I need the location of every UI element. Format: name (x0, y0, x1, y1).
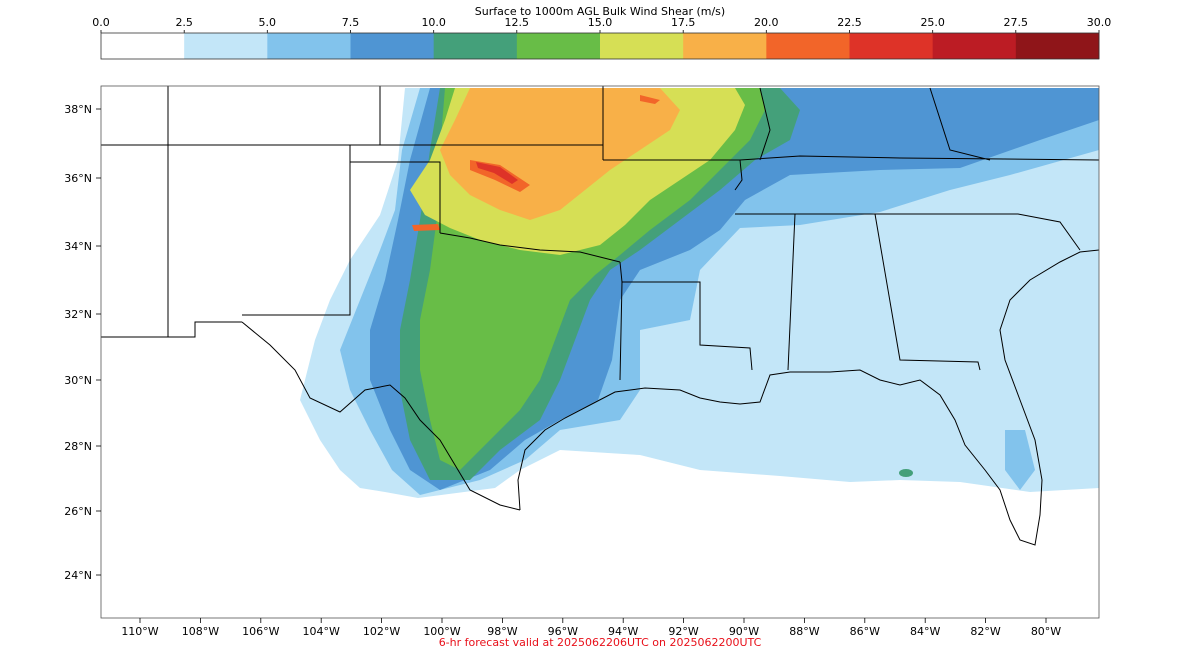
colorbar-swatch (600, 33, 684, 59)
colorbar-tick-label: 27.5 (1004, 16, 1029, 29)
shear-band-17-5 (440, 88, 680, 220)
latitude-label: 36°N (64, 172, 92, 185)
colorbar-swatch (516, 33, 601, 59)
longitude-label: 80°W (1031, 625, 1061, 638)
longitude-label: 96°W (548, 625, 578, 638)
latitude-labels: 38°N 36°N 34°N 32°N 30°N 28°N 26°N 24°N (64, 103, 101, 582)
colorbar-swatch (433, 33, 518, 59)
colorbar-swatch (683, 33, 767, 59)
map-frame (100, 85, 1100, 619)
rio-grande (241, 321, 521, 511)
colorbar-tick-label: 15.0 (588, 16, 613, 29)
longitude-labels: 110°W 108°W 106°W 104°W 102°W 100°W 98°W 96°W 94… (121, 618, 1061, 638)
latitude-label: 30°N (64, 374, 92, 387)
colorbar-tick-label: 25.0 (920, 16, 945, 29)
longitude-label: 98°W (487, 625, 517, 638)
longitude-label: 90°W (729, 625, 759, 638)
shear-band-22-5 (476, 162, 518, 184)
colorbar: Surface to 1000m AGL Bulk Wind Shear (m/… (92, 5, 1111, 60)
colorbar-frame (100, 32, 1100, 60)
shear-band-florida (1005, 430, 1035, 490)
longitude-label: 100°W (423, 625, 460, 638)
colorbar-swatch (184, 33, 268, 59)
colorbar-swatches (101, 33, 1100, 59)
shear-blob-gulf (899, 469, 913, 477)
latitude-label: 32°N (64, 308, 92, 321)
colorbar-tick-labels: 0.0 2.5 5.0 7.5 10.0 12.5 15.0 17.5 20.0 22.5 25.0… (92, 16, 1111, 33)
state-lines (101, 86, 1099, 381)
longitude-label: 110°W (121, 625, 158, 638)
shear-band-20-0-b (412, 224, 440, 231)
latitude-label: 26°N (64, 505, 92, 518)
colorbar-tick-label: 0.0 (92, 16, 110, 29)
colorbar-tick-label: 20.0 (754, 16, 779, 29)
longitude-label: 102°W (363, 625, 400, 638)
colorbar-tick-label: 12.5 (505, 16, 530, 29)
longitude-label: 94°W (608, 625, 638, 638)
colorbar-tick-label: 2.5 (175, 16, 193, 29)
colorbar-swatch (849, 33, 934, 59)
longitude-label: 86°W (850, 625, 880, 638)
longitude-label: 82°W (970, 625, 1000, 638)
longitude-label: 108°W (182, 625, 219, 638)
colorbar-tick-label: 7.5 (342, 16, 360, 29)
colorbar-tick-label: 5.0 (259, 16, 277, 29)
colorbar-tick-label: 22.5 (837, 16, 862, 29)
latitude-label: 28°N (64, 440, 92, 453)
longitude-label: 84°W (910, 625, 940, 638)
colorbar-title: Surface to 1000m AGL Bulk Wind Shear (m/… (475, 5, 725, 18)
colorbar-tick-label: 30.0 (1087, 16, 1112, 29)
colorbar-swatch (1015, 33, 1100, 59)
longitude-label: 104°W (303, 625, 340, 638)
forecast-valid-caption: 6-hr forecast valid at 2025062206UTC on … (439, 636, 762, 649)
map-panel: 38°N 36°N 34°N 32°N 30°N 28°N 26°N 24°N 110°W 10… (64, 85, 1100, 638)
latitude-label: 38°N (64, 103, 92, 116)
colorbar-swatch (101, 33, 185, 59)
longitude-label: 88°W (789, 625, 819, 638)
colorbar-swatch (267, 33, 351, 59)
longitude-label: 106°W (242, 625, 279, 638)
latitude-label: 34°N (64, 240, 92, 253)
longitude-label: 92°W (668, 625, 698, 638)
colorbar-swatch (350, 33, 435, 59)
colorbar-swatch (932, 33, 1017, 59)
shear-band-20-0-c (640, 95, 660, 104)
colorbar-tick-label: 10.0 (421, 16, 446, 29)
colorbar-swatch (766, 33, 850, 59)
coastline (517, 249, 1099, 546)
latitude-label: 24°N (64, 569, 92, 582)
colorbar-tick-label: 17.5 (671, 16, 696, 29)
boundaries (101, 86, 1099, 546)
